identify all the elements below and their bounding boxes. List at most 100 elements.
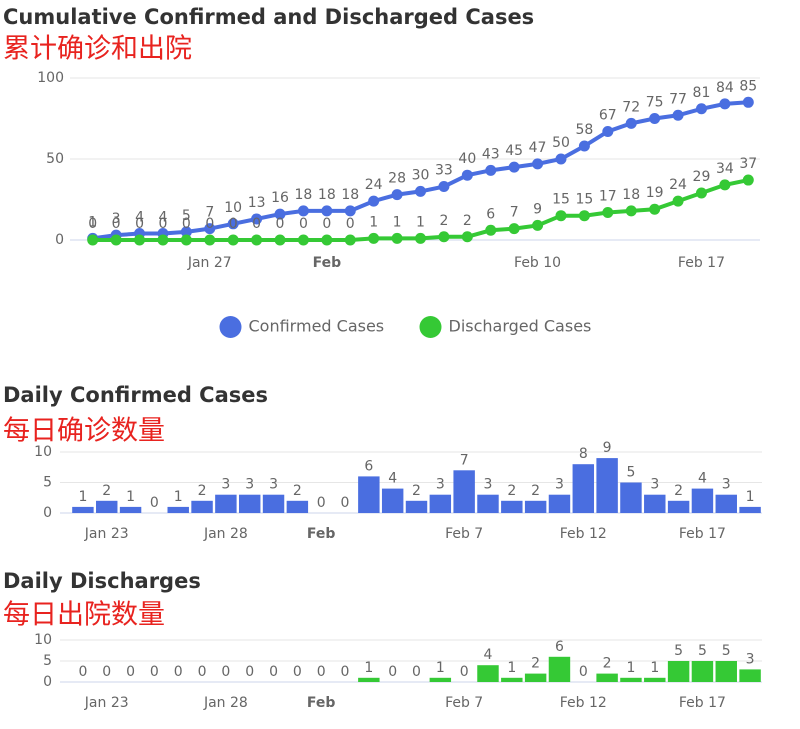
legend-marker[interactable] xyxy=(419,316,442,338)
data-label: 50 xyxy=(552,135,570,151)
data-label: 67 xyxy=(599,107,617,123)
data-label: 77 xyxy=(669,91,687,107)
data-label: 4 xyxy=(698,471,707,487)
data-label: 3 xyxy=(245,477,254,493)
bar xyxy=(191,500,213,513)
bar xyxy=(429,677,452,682)
x-tick-label: Feb 17 xyxy=(679,695,726,711)
bar xyxy=(72,506,94,513)
data-label: 2 xyxy=(531,483,540,499)
data-label: 0 xyxy=(158,216,167,232)
data-label: 0 xyxy=(322,216,331,232)
data-label: 2 xyxy=(439,213,448,229)
data-label: 1 xyxy=(746,489,755,505)
data-label: 4 xyxy=(158,210,167,226)
point xyxy=(321,234,333,246)
bar xyxy=(548,494,571,513)
y-tick-label: 0 xyxy=(43,505,52,521)
point xyxy=(344,234,356,246)
x-tick-label: Feb xyxy=(307,526,336,542)
bar xyxy=(644,494,666,513)
point xyxy=(297,205,309,217)
bar xyxy=(453,470,475,513)
point xyxy=(649,203,661,215)
data-label: 5 xyxy=(182,208,191,224)
point xyxy=(204,234,216,246)
point xyxy=(672,195,684,207)
data-label: 18 xyxy=(318,187,336,203)
data-label: 2 xyxy=(102,483,111,499)
point xyxy=(555,153,567,165)
bar xyxy=(715,494,737,513)
x-tick-label: Feb xyxy=(307,695,336,711)
point xyxy=(368,232,380,244)
data-label: 34 xyxy=(716,161,734,177)
chart-subtitle: 每日出院数量 xyxy=(3,600,165,631)
data-label: 0 xyxy=(293,664,302,680)
point xyxy=(742,96,754,108)
data-label: 29 xyxy=(693,169,711,185)
data-label: 1 xyxy=(78,489,87,505)
bar xyxy=(715,661,737,682)
point xyxy=(87,234,99,246)
point xyxy=(134,234,146,246)
data-label: 0 xyxy=(269,664,278,680)
legend-label[interactable]: Discharged Cases xyxy=(449,317,592,336)
data-label: 3 xyxy=(436,477,445,493)
data-label: 0 xyxy=(198,664,207,680)
data-label: 1 xyxy=(126,489,135,505)
x-tick-label: Feb 10 xyxy=(514,255,561,271)
data-label: 0 xyxy=(579,664,588,680)
bar xyxy=(358,476,380,513)
data-label: 0 xyxy=(346,216,355,232)
data-label: 9 xyxy=(603,440,612,456)
bar xyxy=(548,656,571,682)
data-label: 5 xyxy=(674,643,683,659)
bar xyxy=(405,500,428,513)
data-label: 2 xyxy=(507,483,516,499)
point xyxy=(227,234,239,246)
point xyxy=(719,179,731,191)
y-tick-label: 100 xyxy=(37,70,64,86)
chart-subtitle: 累计确诊和出院 xyxy=(3,34,192,65)
y-tick-label: 0 xyxy=(55,232,64,248)
legend-marker[interactable] xyxy=(219,316,242,338)
data-label: 37 xyxy=(739,156,757,172)
data-label: 3 xyxy=(650,477,659,493)
data-label: 0 xyxy=(252,216,261,232)
data-label: 6 xyxy=(486,206,495,222)
bar xyxy=(524,500,547,513)
bar xyxy=(262,494,285,513)
data-label: 1 xyxy=(507,660,516,676)
bar xyxy=(691,488,714,513)
bar xyxy=(596,673,618,682)
x-tick-label: Feb 17 xyxy=(678,255,725,271)
data-label: 0 xyxy=(112,216,121,232)
data-label: 24 xyxy=(669,177,687,193)
data-label: 5 xyxy=(698,643,707,659)
data-label: 4 xyxy=(484,647,493,663)
data-label: 0 xyxy=(388,664,397,680)
data-label: 1 xyxy=(369,214,378,230)
data-label: 5 xyxy=(626,465,635,481)
x-tick-label: Feb 17 xyxy=(679,526,726,542)
data-label: 2 xyxy=(293,483,302,499)
point xyxy=(578,210,590,222)
data-label: 0 xyxy=(245,664,254,680)
point xyxy=(485,224,497,236)
data-label: 81 xyxy=(693,85,711,101)
data-label: 2 xyxy=(531,656,540,672)
data-label: 4 xyxy=(388,471,397,487)
bar xyxy=(644,677,666,682)
x-tick-label: Jan 27 xyxy=(187,255,232,271)
data-label: 58 xyxy=(575,122,593,138)
data-label: 0 xyxy=(221,664,230,680)
data-label: 0 xyxy=(88,216,97,232)
y-tick-label: 50 xyxy=(46,151,64,167)
data-label: 33 xyxy=(435,163,453,179)
bar xyxy=(739,669,761,682)
legend-label[interactable]: Confirmed Cases xyxy=(249,317,385,336)
data-label: 2 xyxy=(603,656,612,672)
bar xyxy=(286,500,309,513)
point xyxy=(415,232,426,244)
